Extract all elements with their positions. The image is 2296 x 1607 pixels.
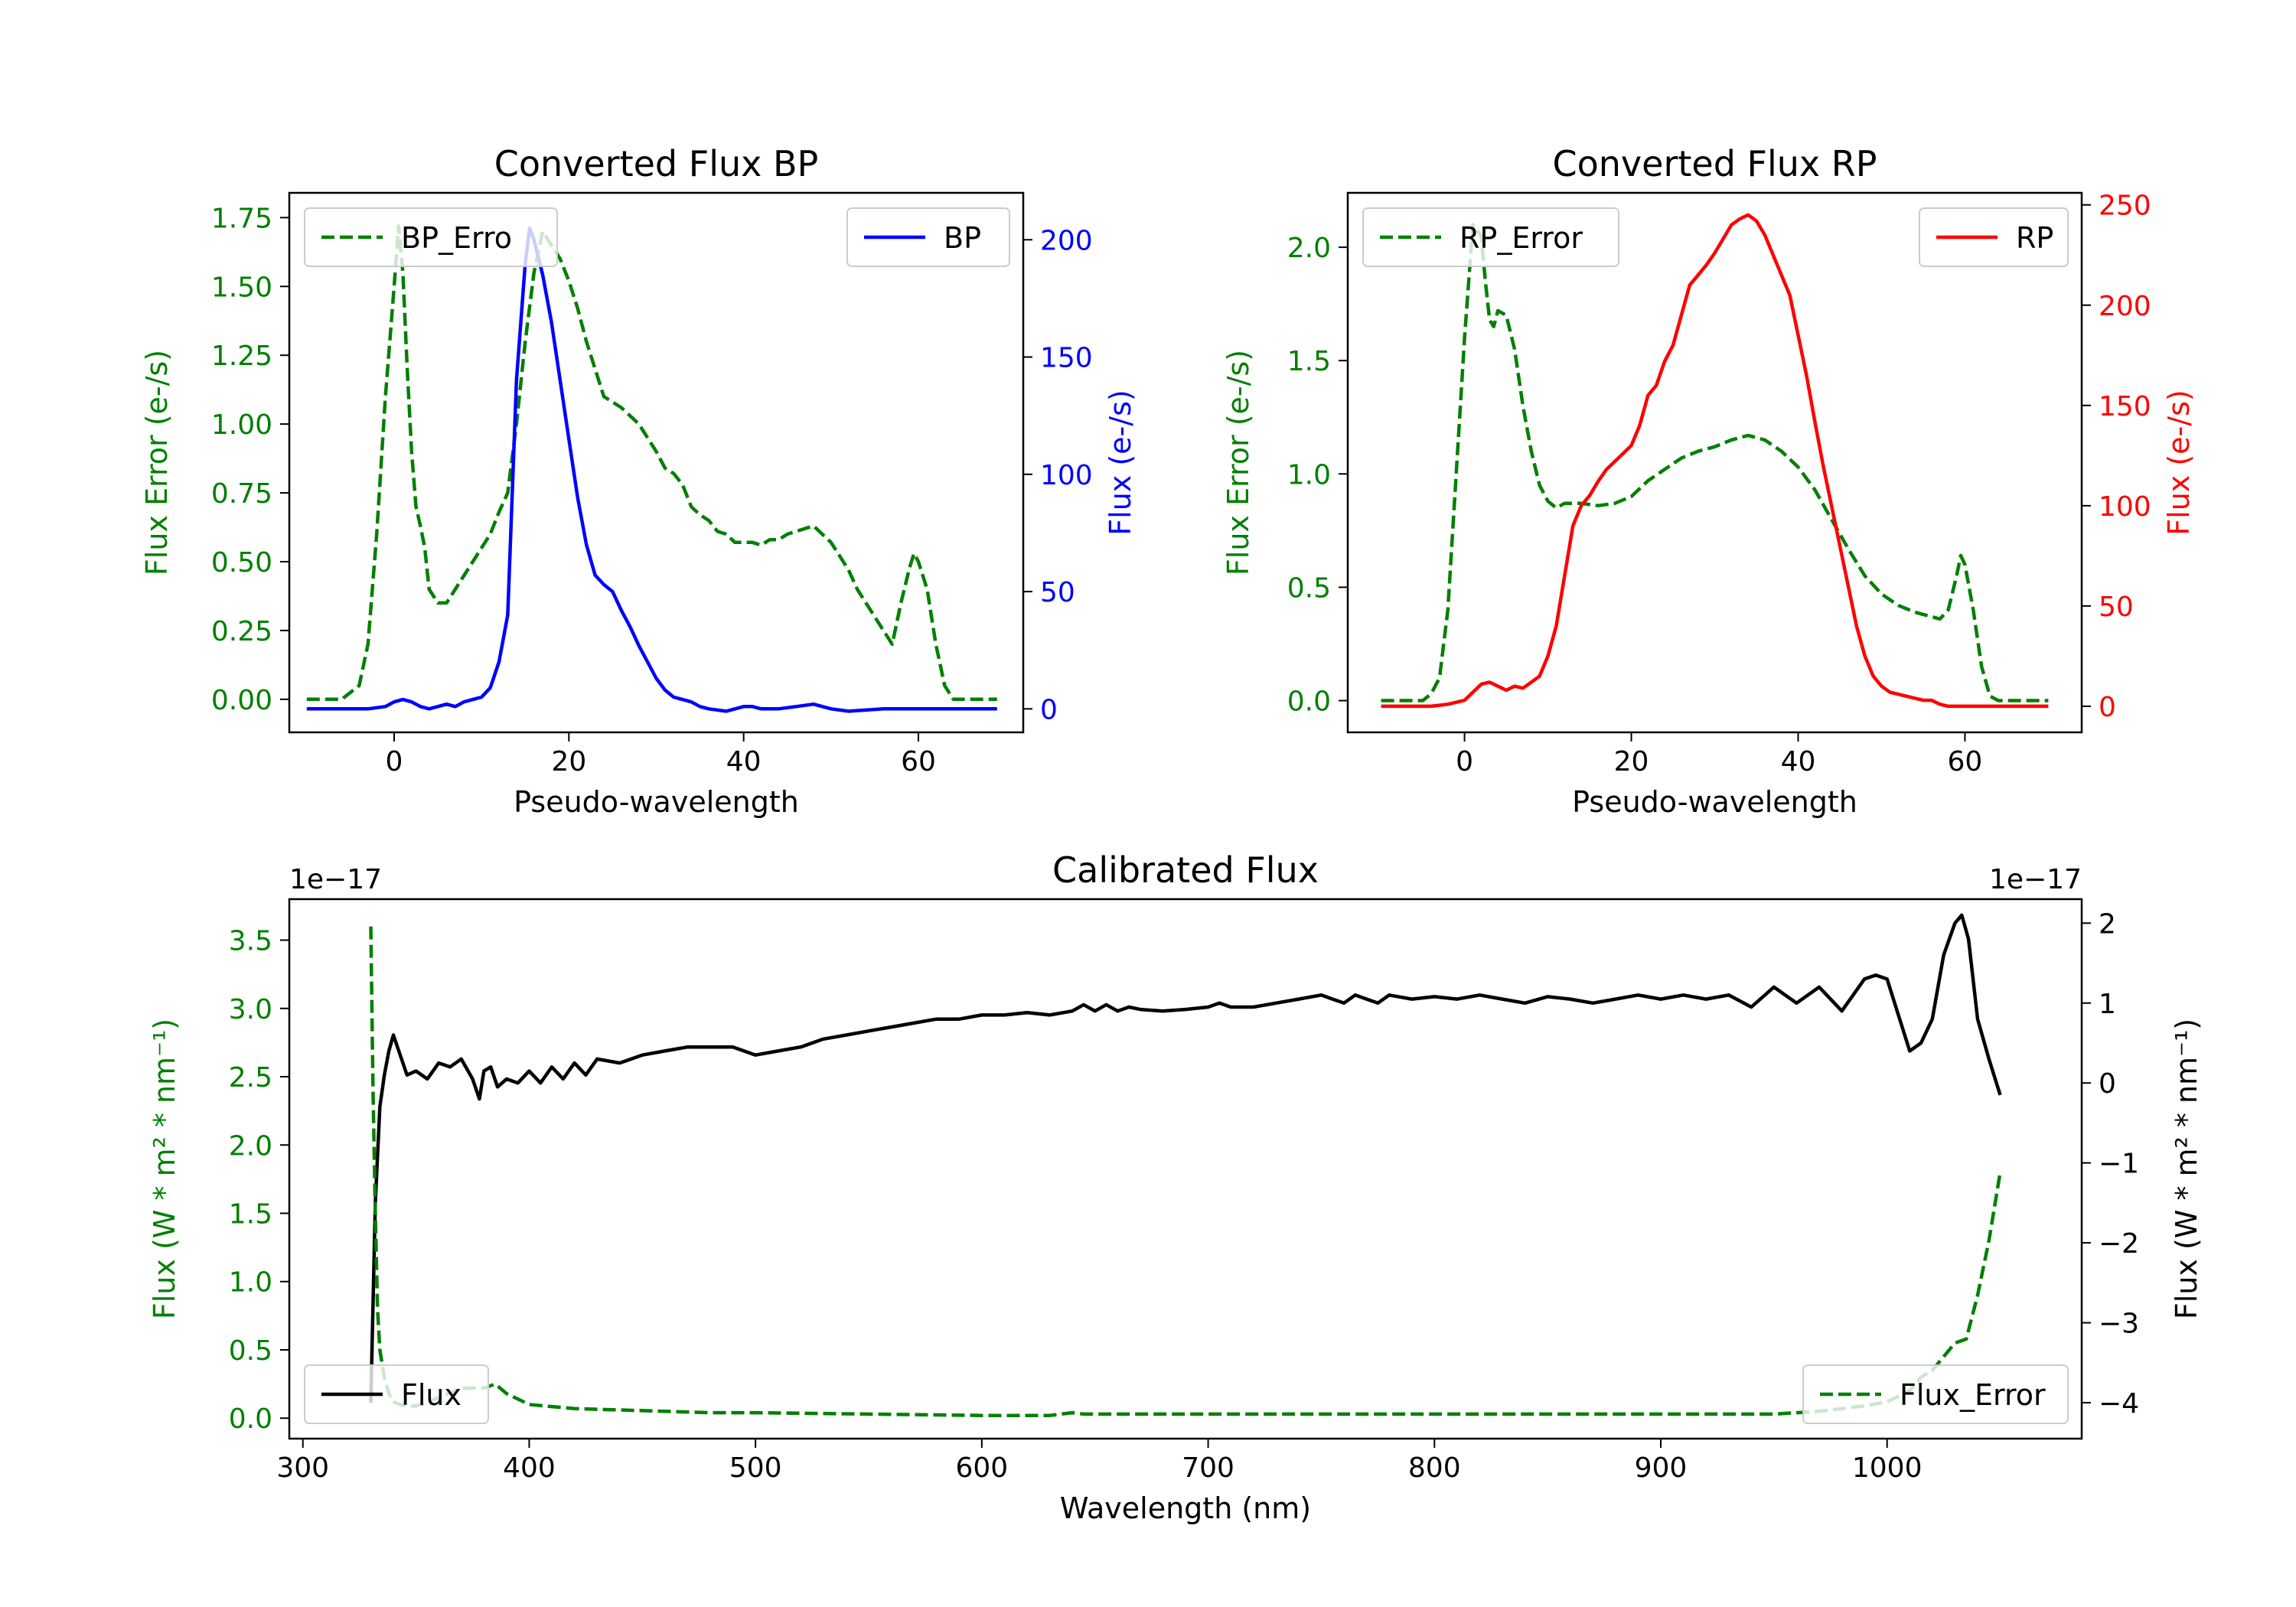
rp-y-right-tick-label: 0 xyxy=(2099,692,2116,723)
bp-y-left-tick-label: 1.25 xyxy=(211,341,272,372)
calibrated-y-left-tick-label: 2.0 xyxy=(229,1130,272,1162)
bp-chart-title: Converted Flux BP xyxy=(494,143,819,184)
bp-legend-left: BP_Erro xyxy=(304,207,558,267)
rp-legend-right-label: RP xyxy=(2016,221,2053,255)
rp-y-right-tick-label: 50 xyxy=(2099,592,2134,623)
bp-y-right-tick-label: 150 xyxy=(1040,343,1093,374)
calibrated-y-left-tick-label: 0.0 xyxy=(229,1403,272,1435)
bp-y-left-tick-label: 1.75 xyxy=(211,203,272,234)
rp-y-left-tick-label: 2.0 xyxy=(1287,233,1331,264)
calibrated-y-left-offset-label: 1e−17 xyxy=(289,864,382,895)
rp-panel: 0 20 40 60 0.0 0.5 1.0 1.5 2.0 0 50 100 150 200 250 Con… xyxy=(1221,143,2196,819)
bp-series-bp-line xyxy=(306,226,997,713)
calibrated-y-left-axis-label: Flux (W * m² * nm⁻¹) xyxy=(148,1019,181,1319)
rp-y-left-tick-label: 1.0 xyxy=(1287,459,1331,491)
calibrated-panel: 300 400 500 600 700 800 900 1000 0.0 0.5 1.0 1.5 2.0… xyxy=(148,849,2203,1525)
rp-legend-left-label: RP_Error xyxy=(1459,221,1583,255)
bp-y-right-axis-label: Flux (e-/s) xyxy=(1104,390,1137,535)
rp-legend-left: RP_Error xyxy=(1362,207,1619,267)
calibrated-y-right-tick-label: 0 xyxy=(2099,1068,2116,1100)
calibrated-x-tick-label: 500 xyxy=(729,1452,782,1484)
calibrated-y-right-tick-label: 2 xyxy=(2099,908,2116,940)
bp-y-left-axis-label: Flux Error (e-/s) xyxy=(140,350,174,575)
bp-legend-right-box xyxy=(846,207,1010,267)
calibrated-legend-right: Flux_Error xyxy=(1802,1364,2069,1424)
rp-x-tick-label: 40 xyxy=(1781,746,1816,777)
calibrated-y-right-tick-label: −4 xyxy=(2099,1388,2139,1420)
calibrated-legend-left-box xyxy=(304,1364,489,1424)
calibrated-y-right-tick-label: −1 xyxy=(2099,1149,2139,1180)
bp-legend-right: BP xyxy=(846,207,1010,267)
calibrated-x-tick-label: 600 xyxy=(956,1452,1009,1484)
bp-y-left-tick-label: 0.50 xyxy=(211,547,272,579)
calibrated-legend-right-box xyxy=(1802,1364,2069,1424)
calibrated-x-axis-label: Wavelength (nm) xyxy=(1060,1491,1311,1525)
bp-y-left-tick-label: 0.00 xyxy=(211,685,272,716)
calibrated-y-left-tick-label: 2.5 xyxy=(229,1062,272,1094)
rp-series-rp-line xyxy=(1381,213,2049,709)
calibrated-y-right-tick-label: −2 xyxy=(2099,1228,2139,1260)
rp-y-left-axis-label: Flux Error (e-/s) xyxy=(1221,350,1255,575)
bp-legend-left-label: BP_Erro xyxy=(401,221,512,255)
rp-y-left-tick-label: 0.5 xyxy=(1287,572,1331,604)
bp-axes-frame xyxy=(288,191,1025,734)
rp-legend-right: RP xyxy=(1919,207,2069,267)
bp-y-right-tick-label: 100 xyxy=(1040,460,1093,491)
bp-panel: 0 20 40 60 0.00 0.25 0.50 0.75 1.00 1.25 1.50 1.75 0… xyxy=(140,143,1137,819)
calibrated-series-flux-line xyxy=(369,913,2002,1403)
bp-series-bp-error-line xyxy=(306,223,997,702)
calibrated-y-left-tick-label: 3.0 xyxy=(229,994,272,1025)
rp-x-tick-label: 20 xyxy=(1614,746,1649,777)
calibrated-y-left-tick-label: 3.5 xyxy=(229,926,272,957)
rp-y-right-axis-label: Flux (e-/s) xyxy=(2162,390,2196,535)
bp-y-left-tick-label: 1.50 xyxy=(211,272,272,303)
calibrated-y-right-axis-label: Flux (W * m² * nm⁻¹) xyxy=(2170,1019,2203,1319)
rp-y-right-tick-label: 150 xyxy=(2099,391,2151,422)
calibrated-y-right-tick-label: 1 xyxy=(2099,989,2116,1020)
rp-y-right-tick-label: 100 xyxy=(2099,491,2151,523)
calibrated-x-tick-label: 1000 xyxy=(1852,1452,1923,1484)
calibrated-y-right-offset-label: 1e−17 xyxy=(1989,864,2082,895)
calibrated-axes-frame xyxy=(288,898,2083,1440)
bp-y-left-tick-label: 0.75 xyxy=(211,478,272,510)
bp-x-tick-label: 40 xyxy=(726,746,762,777)
rp-legend-left-box xyxy=(1362,207,1619,267)
rp-x-tick-label: 0 xyxy=(1456,746,1473,777)
bp-x-tick-label: 20 xyxy=(551,746,586,777)
rp-y-left-tick-label: 0.0 xyxy=(1287,686,1331,718)
bp-y-right-tick-label: 200 xyxy=(1040,225,1093,256)
calibrated-legend-right-label: Flux_Error xyxy=(1900,1378,2046,1412)
rp-x-tick-label: 60 xyxy=(1948,746,1983,777)
calibrated-x-tick-label: 900 xyxy=(1635,1452,1688,1484)
calibrated-x-tick-label: 300 xyxy=(276,1452,329,1484)
bp-y-left-tick-label: 0.25 xyxy=(211,616,272,647)
rp-y-right-tick-label: 200 xyxy=(2099,291,2151,322)
calibrated-y-right-tick-label: −3 xyxy=(2099,1309,2139,1340)
rp-chart-title: Converted Flux RP xyxy=(1553,143,1877,184)
bp-legend-left-box xyxy=(304,207,558,267)
rp-axes-frame xyxy=(1346,191,2083,734)
rp-y-right-tick-label: 250 xyxy=(2099,191,2151,222)
bp-x-axis-label: Pseudo-wavelength xyxy=(514,785,799,819)
rp-series-rp-error-line xyxy=(1381,223,2049,702)
calibrated-x-tick-label: 400 xyxy=(503,1452,556,1484)
calibrated-x-tick-label: 800 xyxy=(1408,1452,1461,1484)
calibrated-x-tick-label: 700 xyxy=(1182,1452,1234,1484)
bp-x-tick-label: 0 xyxy=(386,746,403,777)
calibrated-y-left-tick-label: 1.0 xyxy=(229,1267,272,1299)
calibrated-legend-left: Flux xyxy=(304,1364,489,1424)
bp-y-left-tick-label: 1.00 xyxy=(211,409,272,441)
calibrated-y-left-tick-label: 0.5 xyxy=(229,1335,272,1367)
calibrated-legend-left-label: Flux xyxy=(401,1378,461,1412)
rp-y-left-tick-label: 1.5 xyxy=(1287,346,1331,377)
bp-y-right-tick-label: 50 xyxy=(1040,577,1075,608)
bp-legend-right-label: BP xyxy=(944,221,981,255)
calibrated-chart-title: Calibrated Flux xyxy=(1052,849,1319,891)
rp-x-axis-label: Pseudo-wavelength xyxy=(1572,785,1857,819)
calibrated-y-left-tick-label: 1.5 xyxy=(229,1199,272,1231)
bp-x-tick-label: 60 xyxy=(901,746,936,777)
bp-y-right-tick-label: 0 xyxy=(1040,694,1058,725)
